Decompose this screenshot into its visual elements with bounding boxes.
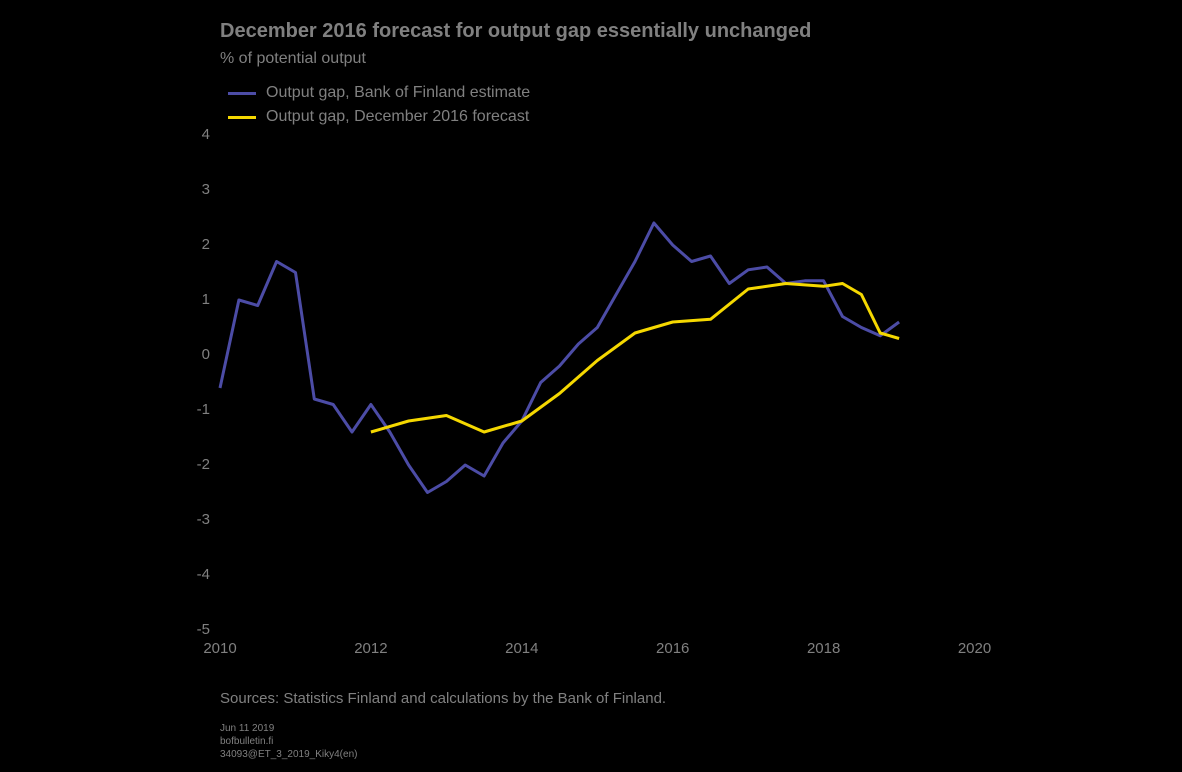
footer-date: Jun 11 2019 xyxy=(220,722,357,735)
footer-code: 34093@ET_3_2019_Kiky4(en) xyxy=(220,748,357,761)
plot-area xyxy=(0,0,1182,772)
series-line-estimate xyxy=(220,223,899,493)
footer-block: Jun 11 2019 bofbulletin.fi 34093@ET_3_20… xyxy=(220,722,357,761)
sources-text: Sources: Statistics Finland and calculat… xyxy=(220,690,666,707)
footer-site: bofbulletin.fi xyxy=(220,735,357,748)
chart-container: December 2016 forecast for output gap es… xyxy=(0,0,1182,772)
series-line-forecast-2016 xyxy=(371,284,899,433)
